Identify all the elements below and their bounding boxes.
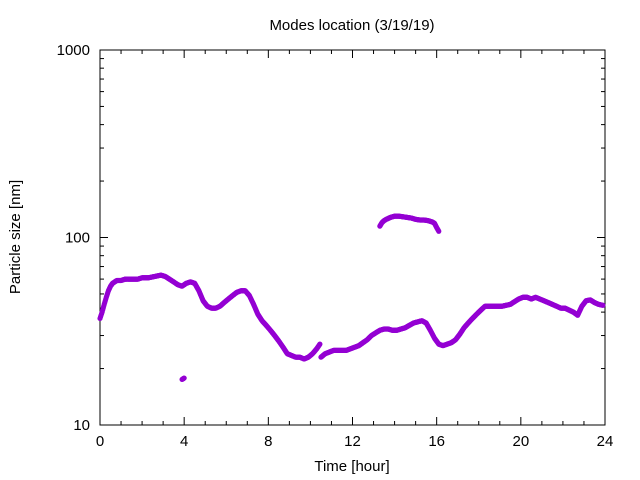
x-tick-label: 24 [597,433,614,450]
x-tick-label: 16 [428,433,445,450]
data-point [317,341,323,347]
x-tick-label: 8 [264,433,272,450]
y-tick-label: 1000 [57,42,90,59]
data-point [600,302,606,308]
data-point [181,375,187,381]
y-tick-label: 100 [65,230,90,247]
x-tick-label: 12 [344,433,361,450]
y-axis-label: Particle size [nm] [7,180,24,294]
x-tick-label: 4 [180,433,188,450]
y-axis: 10 100 1000 [57,42,605,434]
x-axis-label: Time [hour] [314,458,389,475]
x-tick-label: 20 [512,433,529,450]
chart-title: Modes location (3/19/19) [269,17,434,34]
x-tick-label: 0 [96,433,104,450]
data-point [436,228,442,234]
data-points [97,213,606,383]
x-axis: 0 4 8 12 16 20 24 [96,50,614,450]
y-tick-label: 10 [73,417,90,434]
